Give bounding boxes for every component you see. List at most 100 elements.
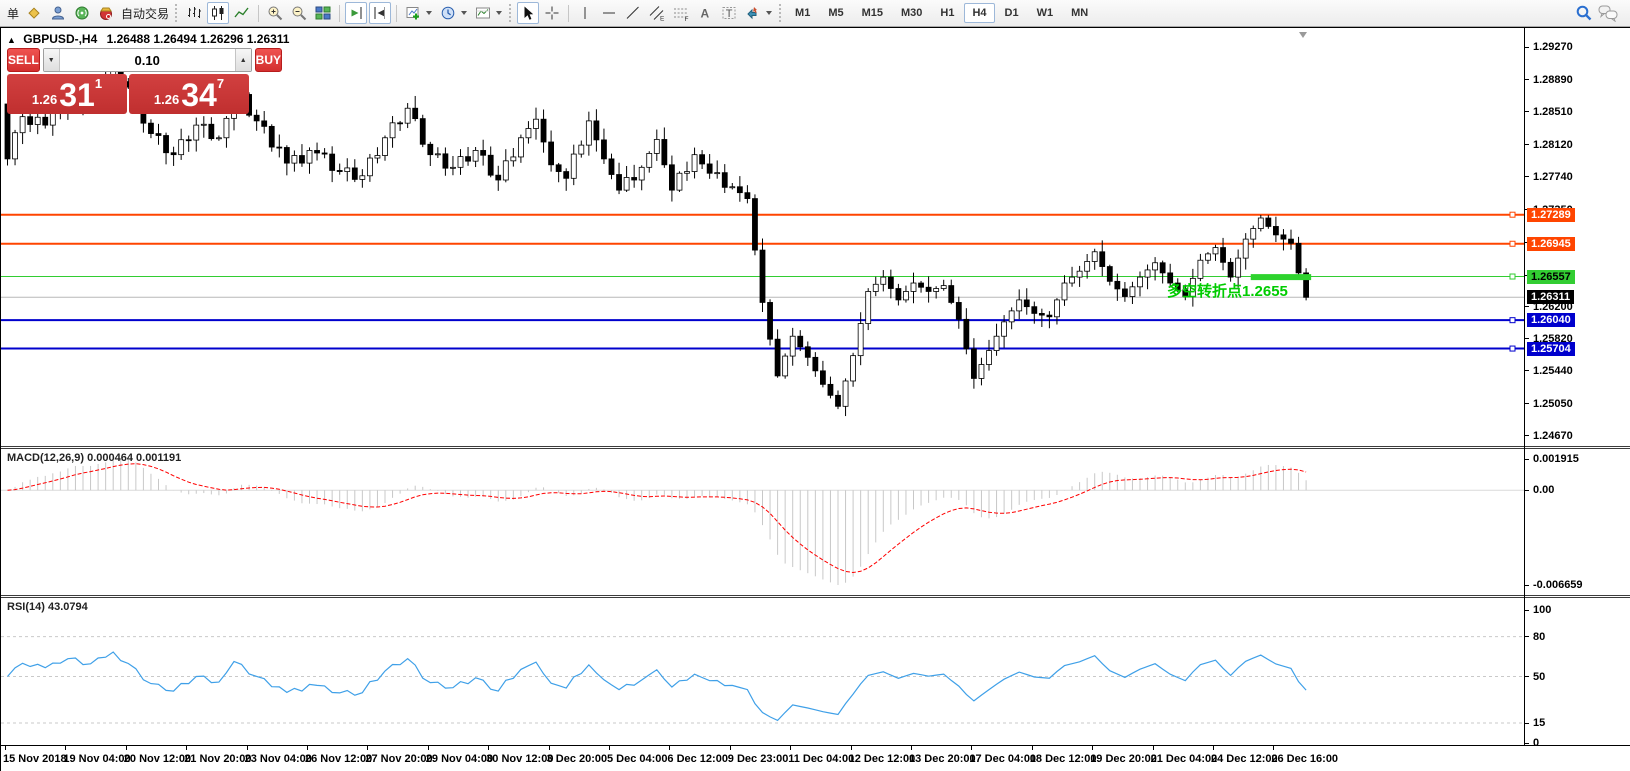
text-tool-icon[interactable]: A <box>694 2 716 24</box>
trendline-tool-icon[interactable] <box>622 2 644 24</box>
time-tick-mark <box>609 746 610 750</box>
search-icon[interactable] <box>1573 2 1595 24</box>
chart-title-ohlc: 1.26488 1.26494 1.26296 1.26311 <box>106 32 290 46</box>
price-tick-mark <box>1525 435 1529 437</box>
chart-shift-icon[interactable] <box>369 2 392 24</box>
time-tick-mark <box>427 746 429 750</box>
chat-icon[interactable] <box>1597 2 1619 24</box>
buy-price-big: 34 <box>181 77 217 113</box>
tile-windows-icon[interactable] <box>312 2 334 24</box>
buy-button[interactable]: BUY <box>254 48 283 72</box>
rsi-tick-mark <box>1525 676 1529 677</box>
templates-icon[interactable] <box>472 2 494 24</box>
main-price-pane: ▲ GBPUSD-,H4 1.26488 1.26494 1.26296 1.2… <box>1 28 1630 446</box>
bar-chart-icon[interactable] <box>183 2 205 24</box>
templates-dropdown-icon[interactable] <box>496 11 503 15</box>
price-line-flag[interactable]: 1.26040 <box>1527 313 1575 328</box>
arrows-tool-icon[interactable] <box>742 2 764 24</box>
one-click-trade-panel: SELL ▼ ▲ BUY 1.26 31 1 1.26 34 7 <box>7 48 283 114</box>
timeframe-d1[interactable]: D1 <box>1004 7 1019 19</box>
periods-icon[interactable] <box>437 2 459 24</box>
price-line-flag[interactable]: 1.27289 <box>1527 207 1575 222</box>
text-label-tool-icon[interactable]: T <box>718 2 740 24</box>
timeframe-m30[interactable]: M30 <box>901 7 923 19</box>
crosshair-tool-icon[interactable] <box>541 2 563 24</box>
pane-splitter[interactable] <box>1 595 1630 598</box>
new-order-icon[interactable] <box>23 2 45 24</box>
line-chart-icon[interactable] <box>231 2 253 24</box>
new-chart-dropdown-icon[interactable] <box>426 11 433 15</box>
time-tick-mark <box>1152 746 1154 750</box>
price-tick-mark <box>1525 79 1529 80</box>
current-price-flag: 1.26311 <box>1527 290 1575 305</box>
new-chart-icon[interactable] <box>402 2 424 24</box>
sell-quote[interactable]: 1.26 31 1 <box>7 74 127 114</box>
horizontal-line-tool-icon[interactable] <box>598 2 620 24</box>
chart-annotation-text[interactable]: 多空转折点1.2655 <box>1167 283 1288 300</box>
rsi-label: RSI(14) 43.0794 <box>7 601 88 613</box>
time-tick-mark <box>65 746 67 750</box>
macd-label: MACD(12,26,9) 0.000464 0.001191 <box>7 452 182 464</box>
time-axis-label: 18 Dec 12:00 <box>1029 753 1097 765</box>
price-line-flag[interactable]: 1.26945 <box>1527 236 1575 251</box>
timeframe-m5[interactable]: M5 <box>828 7 844 19</box>
volume-increase-button[interactable]: ▲ <box>234 49 251 71</box>
timeframe-mn[interactable]: MN <box>1071 7 1089 19</box>
signal-icon[interactable] <box>71 2 93 24</box>
autotrading-label[interactable]: 自动交易 <box>121 6 170 21</box>
time-axis-label: 27 Nov 20:00 <box>365 753 433 765</box>
toolbar-drag-handle[interactable] <box>509 4 513 22</box>
buy-price-pipette: 7 <box>216 76 225 91</box>
cursor-tool-icon[interactable] <box>517 2 540 24</box>
price-tick-mark <box>1525 176 1529 178</box>
buy-quote[interactable]: 1.26 34 7 <box>129 74 249 114</box>
buy-price-prefix: 1.26 <box>153 92 180 107</box>
candlestick-chart-icon[interactable] <box>207 2 230 24</box>
accounts-icon[interactable] <box>47 2 69 24</box>
rsi-plot[interactable] <box>1 598 1524 745</box>
toolbar-drag-handle[interactable] <box>779 4 783 22</box>
toolbar-drag-handle[interactable] <box>175 4 179 22</box>
arrows-dropdown-icon[interactable] <box>766 11 773 15</box>
time-axis[interactable]: 15 Nov 2018 19 Nov 04:00 20 Nov 12:00 21 No… <box>1 745 1630 771</box>
time-axis-label: 13 Dec 20:00 <box>909 753 976 765</box>
macd-tick-mark <box>1525 584 1529 586</box>
vertical-line-tool-icon[interactable] <box>574 2 596 24</box>
timeframe-m1[interactable]: M1 <box>795 7 811 19</box>
timeframe-h4[interactable]: H4 <box>964 3 995 23</box>
channel-tool-icon[interactable]: E <box>646 2 668 24</box>
price-tick-label: 1.25440 <box>1533 364 1573 377</box>
timeframe-m15[interactable]: M15 <box>861 7 883 19</box>
zoom-in-icon[interactable] <box>264 2 286 24</box>
macd-plot[interactable] <box>1 449 1524 595</box>
toolbar-separator <box>568 4 570 22</box>
zoom-out-icon[interactable] <box>288 2 310 24</box>
chart-window: ▲ GBPUSD-,H4 1.26488 1.26494 1.26296 1.2… <box>0 27 1630 771</box>
time-axis-label: 5 Dec 04:00 <box>607 753 668 765</box>
price-line-flag[interactable]: 1.25704 <box>1527 341 1575 356</box>
volume-input[interactable] <box>59 49 235 71</box>
order-menu-label[interactable]: 单 <box>7 6 20 21</box>
volume-decrease-button[interactable]: ▼ <box>43 49 60 71</box>
timeframe-h1[interactable]: H1 <box>940 7 955 19</box>
fibonacci-tool-icon[interactable]: F <box>670 2 692 24</box>
price-line-flag[interactable]: 1.26557 <box>1527 269 1575 284</box>
price-tick-label: 1.24670 <box>1533 429 1573 442</box>
timeframe-w1[interactable]: W1 <box>1036 7 1054 19</box>
price-axis[interactable]: 1.292701.288901.285101.281201.277401.273… <box>1525 28 1630 771</box>
sell-button[interactable]: SELL <box>7 48 40 72</box>
periods-dropdown-icon[interactable] <box>461 11 468 15</box>
collapse-icon[interactable]: ▲ <box>7 35 16 45</box>
time-tick-mark <box>125 746 127 750</box>
toolbar-separator <box>339 4 341 22</box>
main-chart-plot[interactable] <box>1 28 1524 446</box>
time-tick-mark <box>1092 746 1094 750</box>
sell-price-pipette: 1 <box>94 76 103 91</box>
auto-scroll-icon[interactable] <box>345 2 368 24</box>
time-axis-label: 30 Nov 12:00 <box>486 753 554 765</box>
autotrading-icon[interactable] <box>95 2 117 24</box>
time-axis-label: 17 Dec 04:00 <box>969 753 1037 765</box>
time-tick-mark <box>669 746 671 750</box>
pane-splitter[interactable] <box>1 446 1630 449</box>
time-tick-mark <box>246 746 248 750</box>
